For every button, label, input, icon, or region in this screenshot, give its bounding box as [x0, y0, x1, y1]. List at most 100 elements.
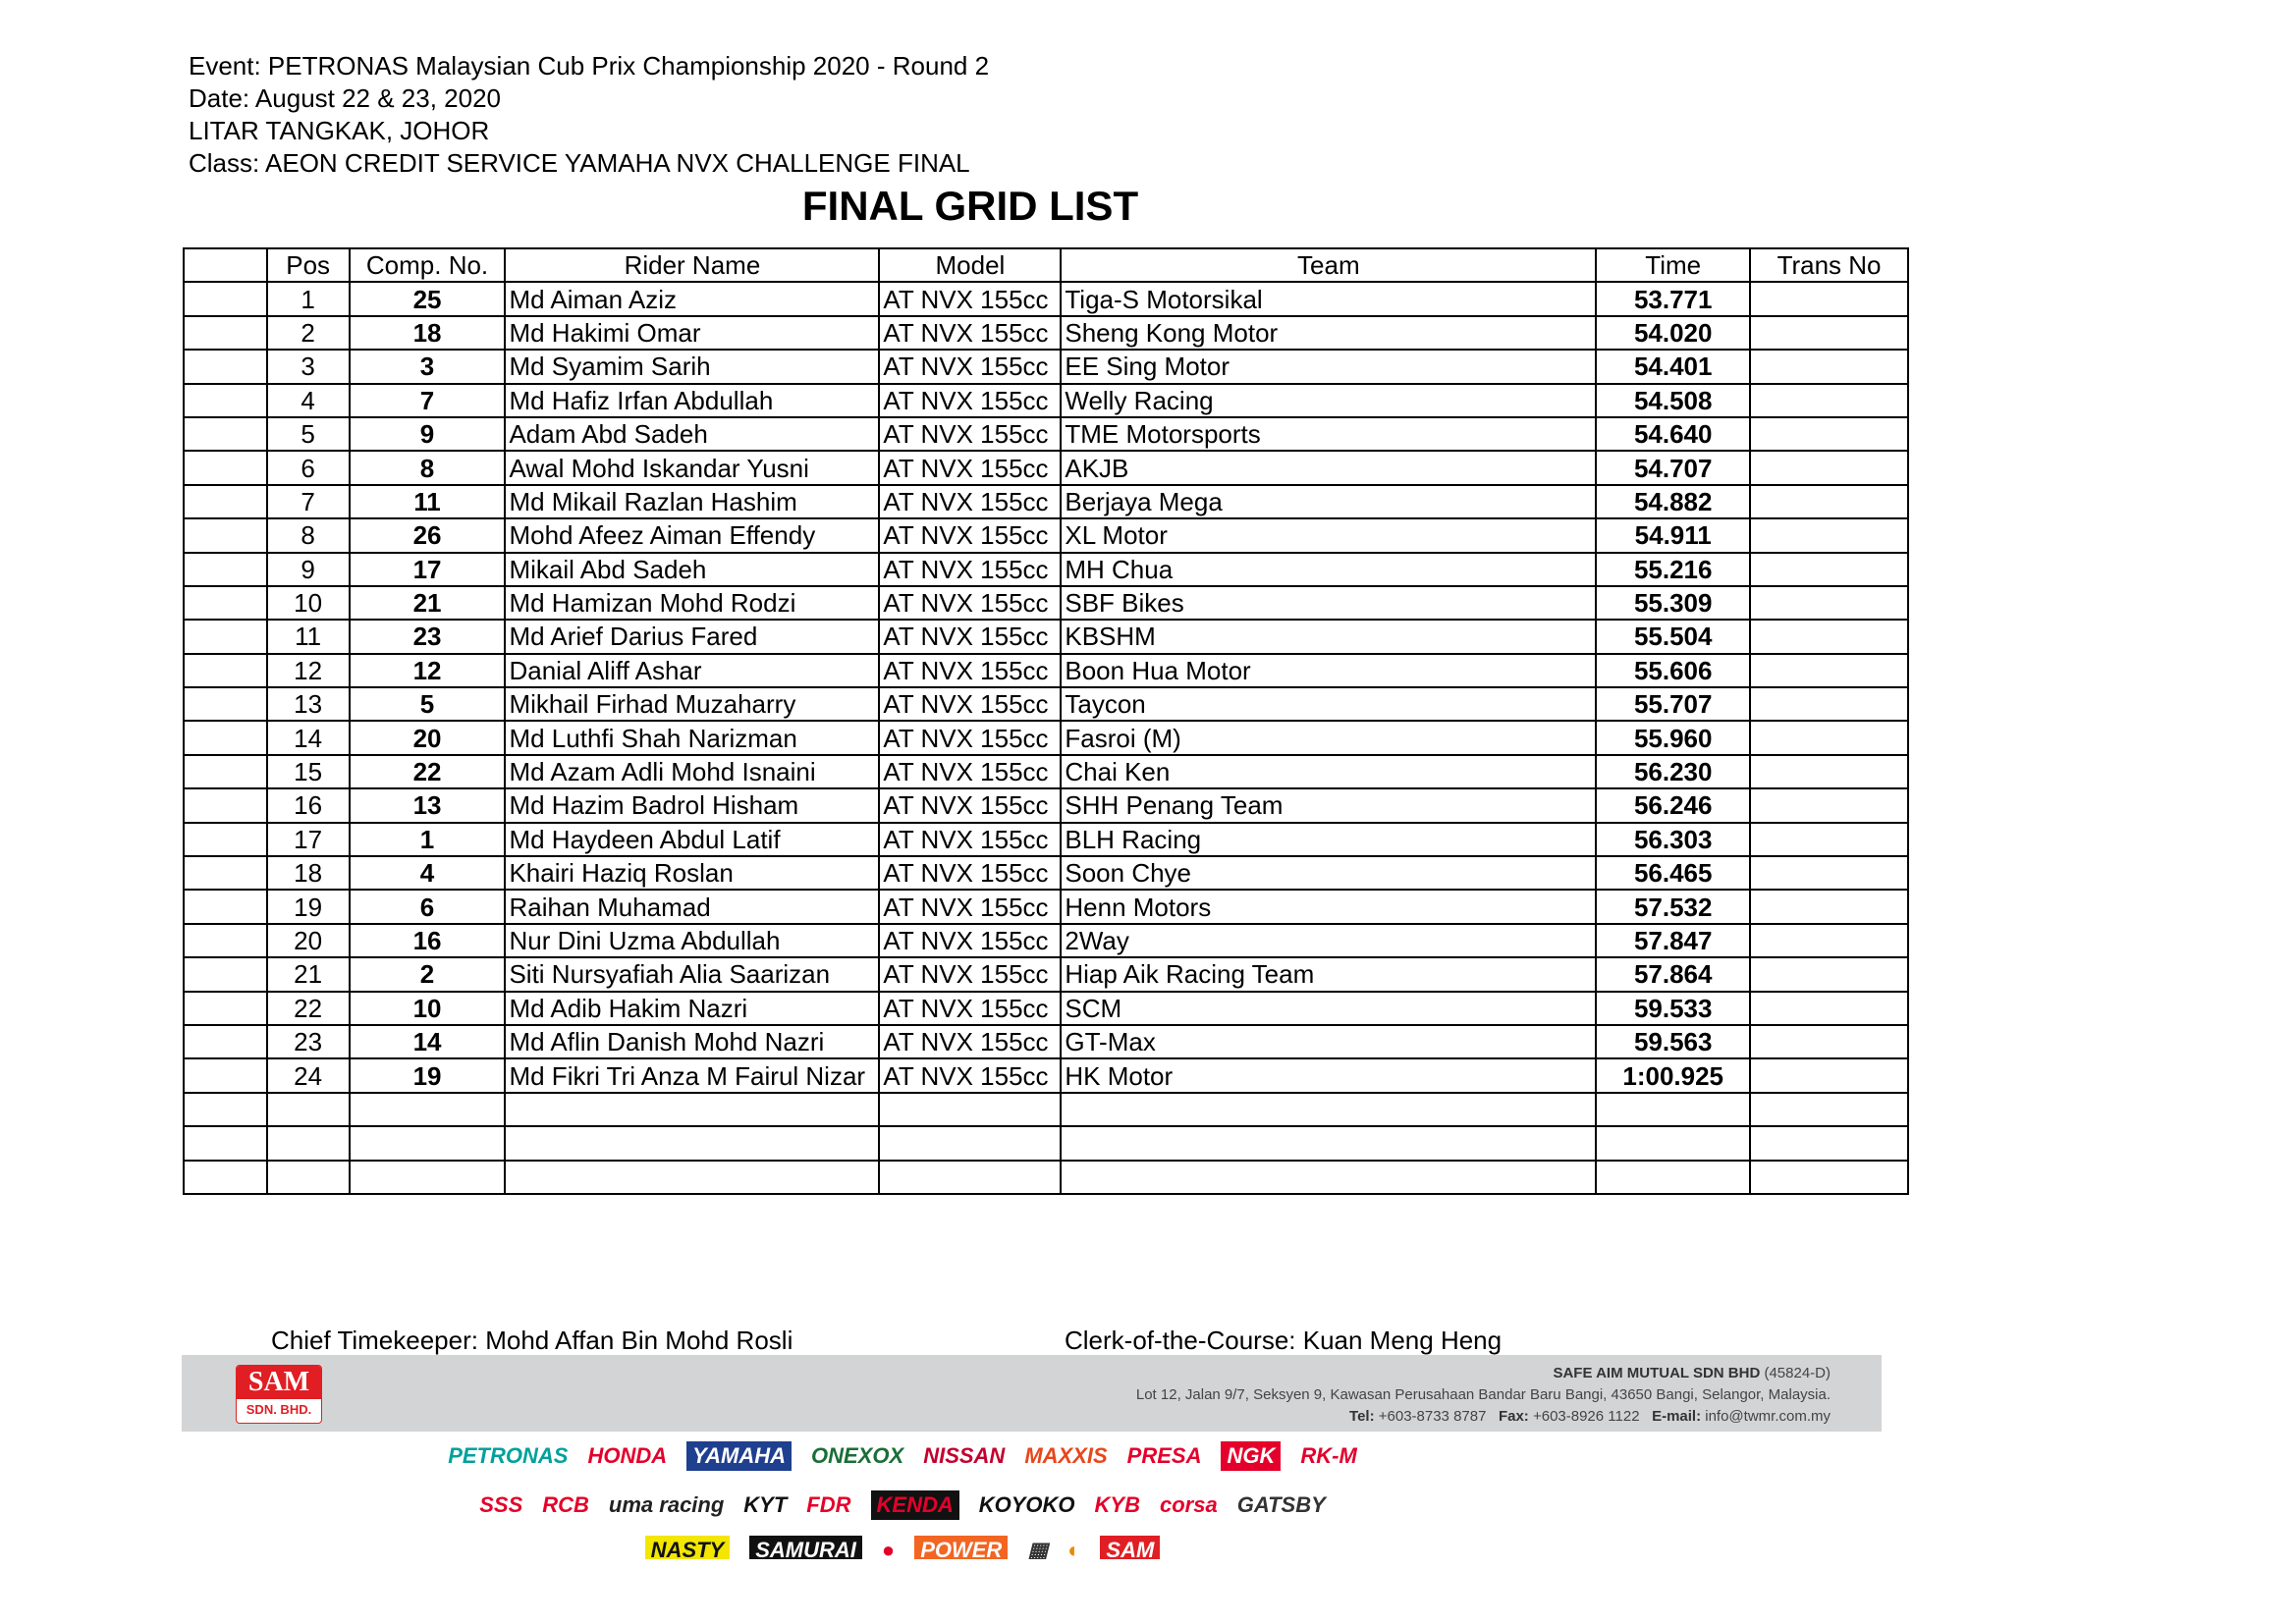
sponsor-logo: POWER — [914, 1536, 1009, 1559]
comp-no-cell: 5 — [348, 686, 507, 723]
rider-name-cell: Adam Abd Sadeh — [504, 415, 881, 453]
rider-name-cell: Mikail Abd Sadeh — [504, 551, 881, 587]
pos-cell: 10 — [265, 584, 351, 622]
table-row: 8 26 Mohd Afeez Aiman Effendy AT NVX 155cc X… — [183, 517, 1909, 554]
model-cell: AT NVX 155cc — [878, 619, 1063, 655]
blank-cell — [183, 584, 268, 622]
rider-name-cell: Raihan Muhamad — [504, 889, 881, 925]
sponsor-logo: KOYOKO — [978, 1492, 1075, 1517]
empty-cell — [1060, 1159, 1598, 1195]
comp-no-cell: 7 — [348, 382, 507, 418]
team-cell: Soon Chye — [1060, 855, 1598, 892]
time-cell: 54.707 — [1595, 450, 1752, 486]
blank-cell — [183, 415, 268, 453]
table-row: 23 14 Md Aflin Danish Mohd Nazri AT NVX 155… — [183, 1023, 1909, 1060]
pos-cell: 5 — [265, 415, 351, 453]
company-email: info@twmr.com.my — [1705, 1408, 1831, 1425]
comp-no-cell: 10 — [348, 990, 507, 1026]
sponsor-logo: NASTY — [644, 1536, 731, 1559]
model-cell: AT NVX 155cc — [878, 720, 1063, 756]
comp-no-cell: 4 — [348, 855, 507, 892]
trans-no-cell — [1749, 956, 1909, 993]
sponsor-logo: NISSAN — [923, 1443, 1006, 1468]
time-cell: 54.020 — [1595, 314, 1752, 352]
page-title: FINAL GRID LIST — [801, 183, 1139, 229]
time-cell: 53.771 — [1595, 281, 1752, 317]
table-row: 5 9 Adam Abd Sadeh AT NVX 155cc TME Motorspo… — [183, 415, 1909, 453]
trans-no-cell — [1749, 787, 1909, 824]
model-cell: AT NVX 155cc — [878, 652, 1063, 689]
table-row: 7 11 Md Mikail Razlan Hashim AT NVX 155cc Be… — [183, 483, 1909, 520]
clerk-of-course: Clerk-of-the-Course: Kuan Meng Heng — [1065, 1326, 1503, 1355]
time-cell: 57.847 — [1595, 922, 1752, 959]
team-cell: TME Motorsports — [1060, 415, 1598, 453]
empty-cell — [183, 1125, 268, 1162]
team-cell: XL Motor — [1060, 517, 1598, 554]
rider-name-cell: Md Hafiz Irfan Abdullah — [504, 382, 881, 418]
pos-cell: 8 — [265, 517, 351, 554]
empty-cell — [504, 1125, 881, 1162]
table-row: 9 17 Mikail Abd Sadeh AT NVX 155cc MH Chua 55… — [183, 551, 1909, 587]
comp-no-cell: 1 — [348, 821, 507, 858]
model-cell: AT NVX 155cc — [878, 956, 1063, 993]
time-cell: 55.504 — [1595, 619, 1752, 655]
blank-cell — [183, 619, 268, 655]
table-row: 22 10 Md Adib Hakim Nazri AT NVX 155cc SCM 59… — [183, 990, 1909, 1026]
trans-no-cell — [1749, 349, 1909, 385]
trans-no-cell — [1749, 619, 1909, 655]
model-cell: AT NVX 155cc — [878, 922, 1063, 959]
blank-cell — [183, 855, 268, 892]
trans-no-cell — [1749, 1023, 1909, 1060]
blank-cell — [183, 821, 268, 858]
sponsor-logos-row-1: PETRONAS HONDA YAMAHA ONEXOX NISSAN MAXXIS PRE… — [0, 1441, 2050, 1471]
team-cell: Tiga-S Motorsikal — [1060, 281, 1598, 317]
rider-name-cell: Awal Mohd Iskandar Yusni — [504, 450, 881, 486]
sponsor-logo: GATSBY — [1236, 1492, 1326, 1517]
empty-cell — [183, 1159, 268, 1195]
empty-cell — [265, 1159, 351, 1195]
pos-cell: 22 — [265, 990, 351, 1026]
sponsor-logo: corsa — [1160, 1492, 1218, 1517]
sponsor-logo: HONDA — [587, 1443, 668, 1468]
table-row: 13 5 Mikhail Firhad Muzaharry AT NVX 155cc T… — [183, 686, 1909, 723]
team-cell: BLH Racing — [1060, 821, 1598, 858]
pos-cell: 12 — [265, 652, 351, 689]
rider-name-cell: Mohd Afeez Aiman Effendy — [504, 517, 881, 554]
time-cell: 56.246 — [1595, 787, 1752, 824]
blank-cell — [183, 1057, 268, 1094]
team-cell: MH Chua — [1060, 551, 1598, 587]
sponsor-logo: NGK — [1221, 1441, 1282, 1471]
grid-table: Pos Comp. No. Rider Name Model Team Time Trans… — [183, 246, 1909, 1195]
model-cell: AT NVX 155cc — [878, 483, 1063, 520]
sponsor-logos-row-2: SSS RCB uma racing KYT FDR KENDA KOYOKO KYB cors… — [0, 1490, 2050, 1520]
rider-name-cell: Md Arief Darius Fared — [504, 619, 881, 655]
comp-no-cell: 20 — [348, 720, 507, 756]
blank-cell — [183, 517, 268, 554]
table-row: 16 13 Md Hazim Badrol Hisham AT NVX 155cc SH… — [183, 787, 1909, 824]
table-row: 21 2 Siti Nursyafiah Alia Saarizan AT NVX 1… — [183, 956, 1909, 993]
sponsor-logos-row-3: NASTY SAMURAI ● POWER ▦ ◐ SAM — [0, 1536, 2050, 1559]
blank-cell — [183, 686, 268, 723]
model-cell: AT NVX 155cc — [878, 382, 1063, 418]
team-cell: Welly Racing — [1060, 382, 1598, 418]
pos-cell: 3 — [265, 349, 351, 385]
empty-cell — [878, 1091, 1063, 1128]
trans-no-cell — [1749, 686, 1909, 723]
empty-row — [183, 1125, 1909, 1162]
time-cell: 55.606 — [1595, 652, 1752, 689]
empty-cell — [878, 1125, 1063, 1162]
team-cell: Chai Ken — [1060, 753, 1598, 790]
blank-cell — [183, 314, 268, 352]
rider-name-cell: Md Hakimi Omar — [504, 314, 881, 352]
blank-cell — [183, 652, 268, 689]
empty-cell — [1595, 1125, 1752, 1162]
column-header: Time — [1595, 246, 1752, 284]
blank-cell — [183, 956, 268, 993]
blank-cell — [183, 349, 268, 385]
pos-cell: 9 — [265, 551, 351, 587]
time-cell: 55.960 — [1595, 720, 1752, 756]
rider-name-cell: Md Adib Hakim Nazri — [504, 990, 881, 1026]
sponsor-logo: ▦ — [1027, 1538, 1049, 1559]
rider-name-cell: Danial Aliff Ashar — [504, 652, 881, 689]
comp-no-cell: 18 — [348, 314, 507, 352]
